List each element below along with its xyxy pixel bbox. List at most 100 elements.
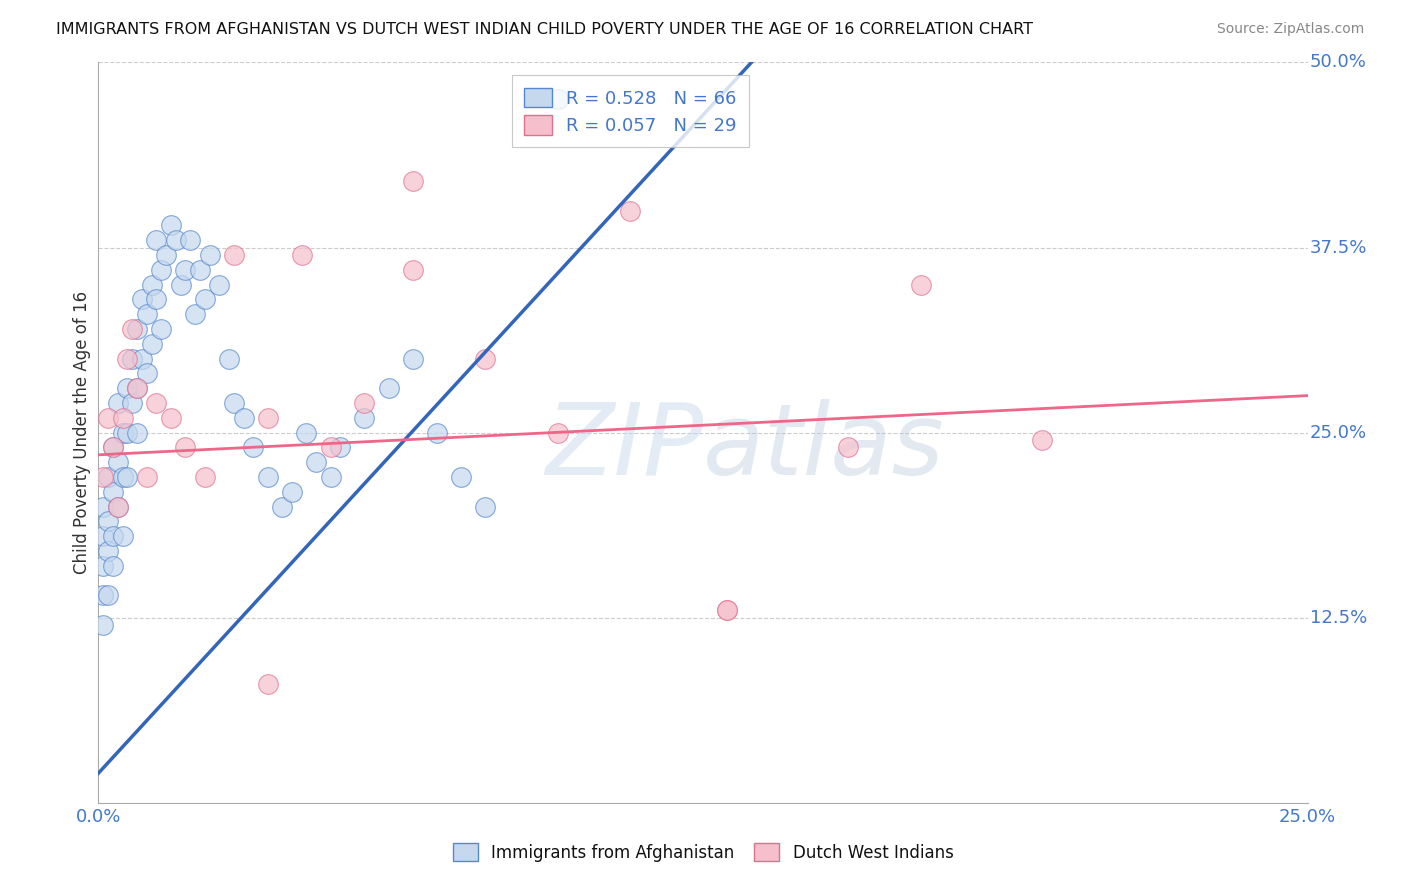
Point <box>127 425 149 440</box>
Point <box>135 470 157 484</box>
Point <box>184 307 207 321</box>
Point <box>97 589 120 603</box>
Point <box>319 470 342 484</box>
Point <box>198 248 221 262</box>
Point <box>91 529 114 543</box>
Point <box>402 262 425 277</box>
Point <box>242 441 264 455</box>
Point <box>107 396 129 410</box>
Point <box>174 262 197 277</box>
Point <box>91 500 114 514</box>
Point <box>837 441 859 455</box>
Point <box>319 441 342 455</box>
Point <box>111 410 134 425</box>
Point <box>474 500 496 514</box>
Point <box>127 381 149 395</box>
Point <box>474 351 496 366</box>
Point <box>131 351 153 366</box>
Point <box>402 174 425 188</box>
Point <box>194 470 217 484</box>
Point <box>155 248 177 262</box>
Point <box>111 425 134 440</box>
Point <box>97 410 120 425</box>
Point <box>91 558 114 573</box>
Point <box>194 293 217 307</box>
Point <box>353 410 375 425</box>
Text: Source: ZipAtlas.com: Source: ZipAtlas.com <box>1216 22 1364 37</box>
Point <box>145 293 167 307</box>
Point <box>135 367 157 381</box>
Point <box>127 322 149 336</box>
Point <box>97 470 120 484</box>
Point <box>150 322 173 336</box>
Point <box>256 677 278 691</box>
Y-axis label: Child Poverty Under the Age of 16: Child Poverty Under the Age of 16 <box>73 291 91 574</box>
Point <box>121 351 143 366</box>
Text: atlas: atlas <box>703 399 945 496</box>
Point <box>716 603 738 617</box>
Point <box>111 529 134 543</box>
Point <box>117 470 139 484</box>
Legend: Immigrants from Afghanistan, Dutch West Indians: Immigrants from Afghanistan, Dutch West … <box>446 837 960 869</box>
Text: 37.5%: 37.5% <box>1310 238 1368 257</box>
Point <box>91 618 114 632</box>
Point <box>101 484 124 499</box>
Point <box>290 248 312 262</box>
Point <box>619 203 641 218</box>
Point <box>281 484 304 499</box>
Point <box>121 322 143 336</box>
Point <box>353 396 375 410</box>
Point <box>111 470 134 484</box>
Point <box>135 307 157 321</box>
Point <box>150 262 173 277</box>
Point <box>329 441 352 455</box>
Point <box>188 262 211 277</box>
Point <box>426 425 449 440</box>
Text: 50.0%: 50.0% <box>1310 54 1367 71</box>
Point <box>232 410 254 425</box>
Point <box>1031 433 1053 447</box>
Point <box>547 92 569 106</box>
Point <box>107 500 129 514</box>
Point <box>218 351 240 366</box>
Point <box>117 381 139 395</box>
Point <box>256 410 278 425</box>
Point <box>160 219 183 233</box>
Point <box>547 425 569 440</box>
Point <box>141 336 163 351</box>
Point <box>165 233 187 247</box>
Point <box>117 351 139 366</box>
Point <box>101 441 124 455</box>
Point <box>222 248 245 262</box>
Point <box>91 470 114 484</box>
Point <box>305 455 328 469</box>
Point <box>169 277 191 292</box>
Point <box>910 277 932 292</box>
Point <box>91 589 114 603</box>
Point <box>716 603 738 617</box>
Point <box>121 396 143 410</box>
Point <box>377 381 399 395</box>
Point <box>295 425 318 440</box>
Text: 25.0%: 25.0% <box>1310 424 1367 442</box>
Point <box>127 381 149 395</box>
Point <box>101 529 124 543</box>
Point <box>450 470 472 484</box>
Point <box>107 500 129 514</box>
Point <box>107 455 129 469</box>
Point <box>174 441 197 455</box>
Point <box>145 396 167 410</box>
Point <box>256 470 278 484</box>
Point <box>179 233 201 247</box>
Point <box>145 233 167 247</box>
Point <box>97 544 120 558</box>
Point <box>141 277 163 292</box>
Point <box>101 558 124 573</box>
Point <box>271 500 294 514</box>
Point <box>117 425 139 440</box>
Text: 12.5%: 12.5% <box>1310 608 1367 627</box>
Point <box>131 293 153 307</box>
Text: ZIP: ZIP <box>544 399 703 496</box>
Point <box>160 410 183 425</box>
Point <box>97 515 120 529</box>
